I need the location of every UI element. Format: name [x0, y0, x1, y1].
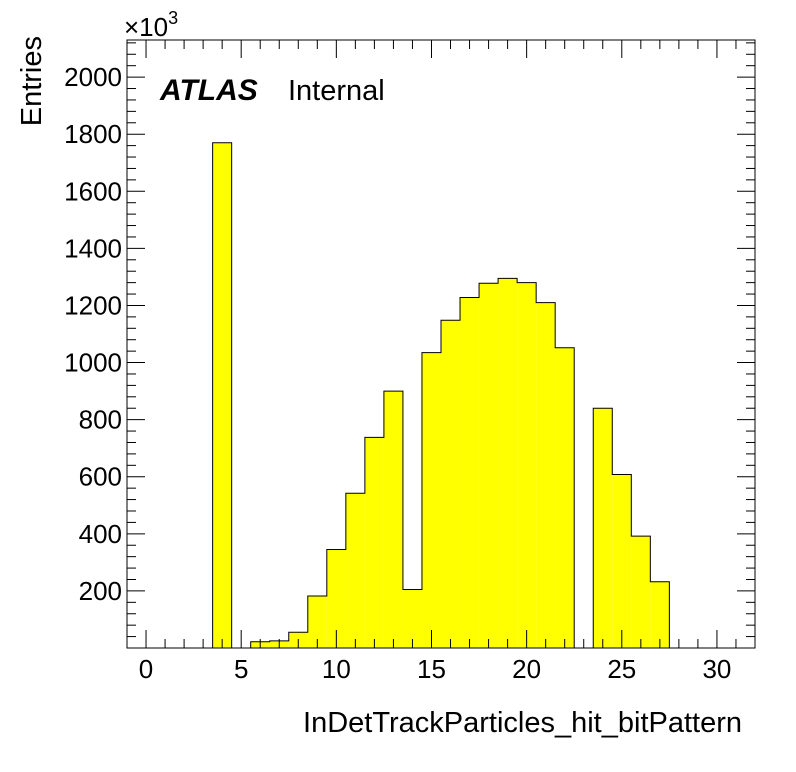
histogram-bar-15 — [421, 352, 441, 648]
x-axis-label: InDetTrackParticles_hit_bitPattern — [303, 707, 742, 739]
internal-label: Internal — [288, 75, 385, 107]
y-tick-label: 600 — [79, 462, 122, 492]
y-tick-label: 1200 — [64, 290, 122, 320]
histogram-bar-26 — [631, 536, 651, 648]
histogram-bar-20 — [517, 282, 537, 648]
histogram-bar-11 — [345, 493, 365, 648]
y-tick-label: 1400 — [64, 233, 122, 263]
y-tick-label: 800 — [79, 405, 122, 435]
histogram-bars — [212, 142, 670, 648]
x-tick-label: 30 — [702, 654, 731, 684]
y-multiplier-exponent: 3 — [168, 8, 178, 28]
y-tick-label: 2000 — [64, 62, 122, 92]
atlas-label: ATLAS — [159, 74, 258, 107]
axis-ticks — [126, 40, 756, 648]
histogram-bar-4 — [212, 142, 232, 648]
histogram-bar-13 — [383, 391, 403, 648]
histogram-bar-18 — [479, 283, 499, 648]
y-tick-label: 1800 — [64, 119, 122, 149]
x-tick-label: 10 — [322, 654, 351, 684]
histogram-bar-17 — [460, 297, 480, 648]
x-tick-label: 15 — [417, 654, 446, 684]
histogram-bar-12 — [364, 437, 384, 648]
plot-frame — [126, 39, 756, 649]
histogram-bar-22 — [555, 347, 575, 648]
y-tick-label: 400 — [79, 519, 122, 549]
histogram-bar-21 — [536, 302, 556, 648]
histogram-bar-19 — [498, 278, 518, 648]
y-tick-labels: 200 400 600 800 1000 1200 1400 1600 1800 2000 — [64, 62, 122, 606]
y-axis-label: Entries — [16, 36, 48, 126]
histogram-bar-9 — [307, 596, 327, 648]
histogram-bar-25 — [612, 474, 632, 648]
y-tick-label: 1000 — [64, 348, 122, 378]
x-tick-label: 20 — [512, 654, 541, 684]
histogram-bar-27 — [650, 581, 670, 648]
y-multiplier: ×103 — [124, 8, 178, 42]
x-tick-labels: 0 5 10 15 20 25 30 — [139, 654, 732, 684]
x-tick-label: 25 — [607, 654, 636, 684]
histogram-bar-14 — [402, 589, 422, 648]
y-tick-label: 1600 — [64, 176, 122, 206]
histogram-bar-24 — [593, 408, 613, 648]
y-tick-label: 200 — [79, 576, 122, 606]
histogram-outline — [212, 142, 670, 648]
histogram-bar-16 — [441, 320, 461, 648]
x-tick-label: 0 — [139, 654, 153, 684]
x-tick-label: 5 — [234, 654, 248, 684]
histogram-bar-10 — [326, 549, 346, 648]
